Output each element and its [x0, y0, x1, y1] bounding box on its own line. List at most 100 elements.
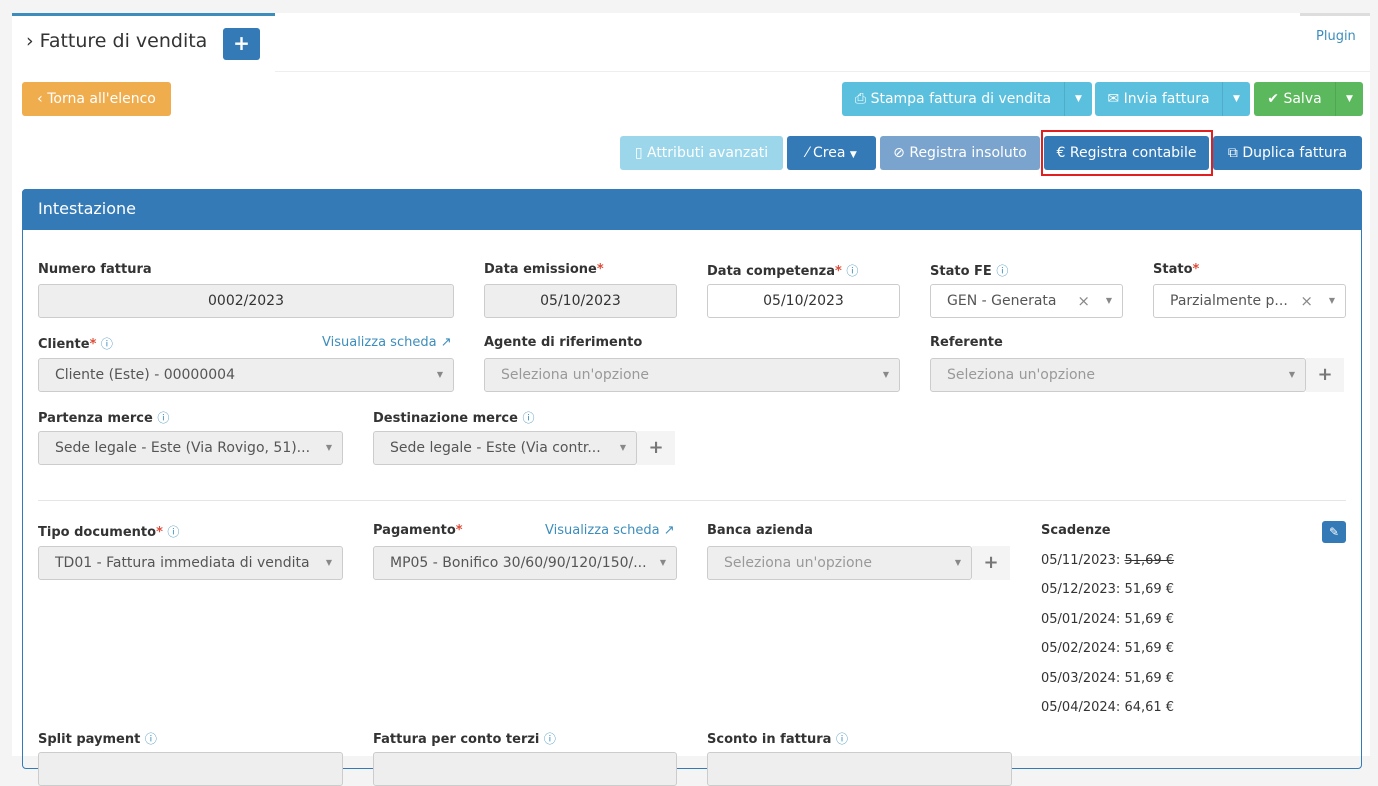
create-button[interactable]: ⁄ Crea ▼	[787, 136, 876, 170]
advanced-label: Attributi avanzati	[646, 145, 769, 161]
stato-select[interactable]: Parzialmente p... × ▼	[1153, 284, 1346, 318]
sconto-field[interactable]	[707, 752, 1012, 786]
scadenza-item: 05/02/2024: 51,69 €	[1041, 641, 1175, 656]
send-label: Invia fattura	[1123, 91, 1210, 107]
pagamento-select[interactable]: MP05 - Bonifico 30/60/90/120/150/... ▼	[373, 546, 677, 580]
banca-select[interactable]: Seleziona un'opzione ▼	[707, 546, 972, 580]
register-unpaid-button[interactable]: ⊘ Registra insoluto	[880, 136, 1040, 170]
referente-select[interactable]: Seleziona un'opzione ▼	[930, 358, 1306, 392]
split-field[interactable]	[38, 752, 343, 786]
cliente-select[interactable]: Cliente (Este) - 00000004 ▼	[38, 358, 454, 392]
cliente-view-link[interactable]: Visualizza scheda ↗	[322, 335, 452, 350]
back-button[interactable]: ‹ Torna all'elenco	[22, 82, 171, 116]
help-icon: ⓘ	[846, 264, 859, 278]
stato-fe-label: Stato FE ⓘ	[930, 264, 1009, 279]
chevron-down-icon: ▼	[954, 558, 961, 567]
chevron-down-icon: ▼	[436, 370, 443, 379]
ban-icon: ⊘	[893, 145, 910, 161]
partenza-label: Partenza merce ⓘ	[38, 411, 170, 426]
chevron-left-icon: ‹	[37, 91, 48, 107]
plugin-link[interactable]: Plugin	[1316, 29, 1356, 44]
help-icon: ⓘ	[996, 264, 1009, 278]
external-link-icon: ↗	[663, 523, 675, 538]
magic-wand-icon: ⁄	[806, 145, 813, 161]
add-invoice-button[interactable]: +	[223, 28, 260, 60]
clear-icon: ×	[1300, 292, 1313, 310]
page-title-text: Fatture di vendita	[39, 30, 208, 52]
divider	[38, 500, 1346, 501]
add-banca-button[interactable]: +	[972, 546, 1010, 580]
chevron-down-icon: ▼	[882, 370, 889, 379]
referente-label: Referente	[930, 335, 1003, 350]
add-referente-button[interactable]: +	[1306, 358, 1344, 392]
emissione-field[interactable]: 05/10/2023	[484, 284, 677, 318]
competenza-field[interactable]: 05/10/2023	[707, 284, 900, 318]
plus-icon: +	[233, 31, 250, 55]
save-button[interactable]: ✔ Salva	[1254, 82, 1335, 116]
chevron-down-icon: ▼	[619, 443, 626, 452]
emissione-label: Data emissione*	[484, 262, 604, 277]
send-button[interactable]: ✉ Invia fattura	[1095, 82, 1222, 116]
file-code-icon: ▯	[634, 145, 647, 161]
scadenza-item: 05/03/2024: 51,69 €	[1041, 671, 1175, 686]
highlight-box	[1041, 130, 1213, 176]
tipo-select[interactable]: TD01 - Fattura immediata di vendita ▼	[38, 546, 343, 580]
conto-terzi-label: Fattura per conto terzi ⓘ	[373, 732, 556, 747]
destinazione-select[interactable]: Sede legale - Este (Via contr... ▼	[373, 431, 637, 465]
unpaid-label: Registra insoluto	[909, 145, 1027, 161]
scadenza-item: 05/01/2024: 51,69 €	[1041, 612, 1175, 627]
help-icon: ⓘ	[522, 411, 535, 425]
scadenza-item: 05/04/2024: 64,61 €	[1041, 700, 1175, 715]
banca-label: Banca azienda	[707, 523, 813, 538]
numero-label: Numero fattura	[38, 262, 152, 277]
register-accounting-button[interactable]: € Registra contabile	[1044, 136, 1209, 170]
edit-scadenze-button[interactable]: ✎	[1322, 521, 1346, 543]
save-dropdown[interactable]: ▼	[1335, 82, 1363, 116]
chevron-down-icon: ▼	[659, 558, 666, 567]
split-label: Split payment ⓘ	[38, 732, 157, 747]
chevron-down-icon: ▼	[325, 443, 332, 452]
conto-terzi-field[interactable]	[373, 752, 677, 786]
external-link-icon: ↗	[440, 335, 452, 350]
pagamento-label: Pagamento*	[373, 523, 463, 538]
sconto-label: Sconto in fattura ⓘ	[707, 732, 849, 747]
help-icon: ⓘ	[100, 337, 113, 351]
print-icon: ⎙	[854, 91, 871, 107]
caret-down-icon: ▼	[849, 150, 857, 160]
competenza-label: Data competenza* ⓘ	[707, 264, 859, 279]
scadenza-item: 05/12/2023: 51,69 €	[1041, 582, 1175, 597]
agente-select[interactable]: Seleziona un'opzione ▼	[484, 358, 900, 392]
help-icon: ⓘ	[167, 525, 180, 539]
chevron-down-icon: ▼	[325, 558, 332, 567]
chevron-down-icon: ▼	[1328, 296, 1335, 305]
help-icon: ⓘ	[836, 732, 849, 746]
help-icon: ⓘ	[543, 732, 556, 746]
save-label: Salva	[1283, 91, 1322, 107]
envelope-icon: ✉	[1107, 91, 1124, 107]
back-label: Torna all'elenco	[47, 91, 156, 107]
partenza-select[interactable]: Sede legale - Este (Via Rovigo, 51)... ▼	[38, 431, 343, 465]
advanced-attributes-button[interactable]: ▯ Attributi avanzati	[620, 136, 783, 170]
page-title: › Fatture di vendita	[26, 30, 208, 52]
stato-label: Stato*	[1153, 262, 1200, 277]
edit-icon: ✎	[1328, 525, 1340, 539]
print-button[interactable]: ⎙ Stampa fattura di vendita	[842, 82, 1064, 116]
add-destinazione-button[interactable]: +	[637, 431, 675, 465]
scadenze-label: Scadenze	[1041, 523, 1111, 538]
copy-icon: ⧉	[1227, 145, 1243, 161]
numero-field[interactable]: 0002/2023	[38, 284, 454, 318]
pagamento-view-link[interactable]: Visualizza scheda ↗	[545, 523, 675, 538]
create-label: Crea	[813, 145, 846, 161]
stato-fe-select[interactable]: GEN - Generata × ▼	[930, 284, 1123, 318]
print-dropdown[interactable]: ▼	[1064, 82, 1092, 116]
help-icon: ⓘ	[144, 732, 157, 746]
plugin-tab-border	[1300, 13, 1370, 16]
tipo-label: Tipo documento* ⓘ	[38, 525, 180, 540]
send-dropdown[interactable]: ▼	[1222, 82, 1250, 116]
accounting-label: Registra contabile	[1069, 145, 1197, 161]
destinazione-label: Destinazione merce ⓘ	[373, 411, 535, 426]
duplicate-button[interactable]: ⧉ Duplica fattura	[1213, 136, 1362, 170]
cliente-label: Cliente* ⓘ	[38, 337, 113, 352]
chevron-down-icon: ▼	[1105, 296, 1112, 305]
clear-icon: ×	[1077, 292, 1090, 310]
